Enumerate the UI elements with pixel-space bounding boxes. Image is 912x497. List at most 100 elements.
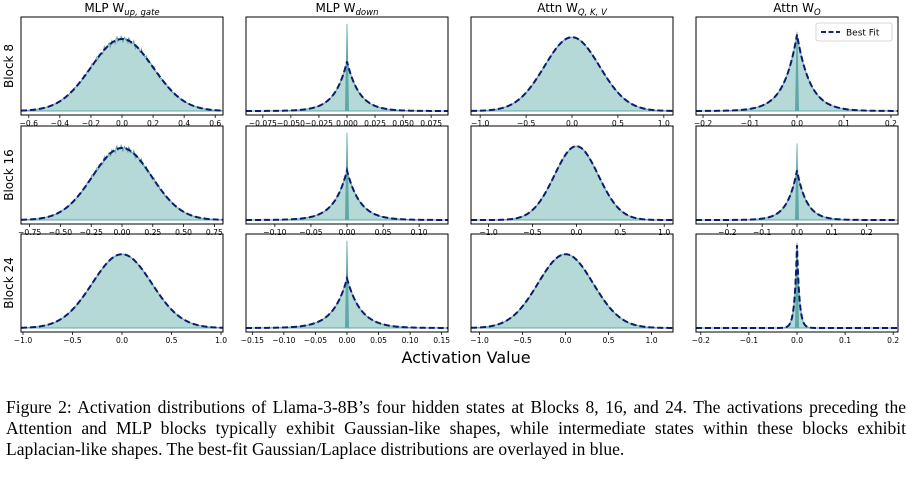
x-tick-label: −0.2 <box>718 228 737 237</box>
panel-frame <box>470 233 674 333</box>
x-tick-label: 0.75 <box>206 228 223 237</box>
x-tick-label: −0.075 <box>249 119 277 128</box>
best-fit-curve <box>246 274 448 329</box>
panel: −1.0 −0.5 0.0 0.5 1.0 <box>14 233 227 345</box>
column-title: MLP Wdown <box>316 1 379 18</box>
x-tick-label: 0.5 <box>602 336 614 345</box>
legend: Best Fit <box>815 22 893 42</box>
x-axis-label: Activation Value <box>401 348 530 367</box>
x-tick-label: 0.00 <box>114 228 131 237</box>
x-tick-label: −0.1 <box>753 228 772 237</box>
best-fit-curve <box>246 61 448 112</box>
x-tick-label: 0.1 <box>839 336 851 345</box>
x-tick-label: 0.025 <box>364 119 386 128</box>
row-label: Block 16 <box>2 149 16 201</box>
x-tick-label: −1.0 <box>479 228 498 237</box>
x-tick-label: 0.5 <box>612 119 624 128</box>
x-tick-label: −0.10 <box>263 228 286 237</box>
panel: −0.10 −0.05 0.00 0.05 0.10 <box>245 125 449 237</box>
histogram-peak <box>794 31 800 112</box>
x-tick-label: 0.0 <box>791 119 803 128</box>
x-tick-label: 0.10 <box>411 228 428 237</box>
column-title: MLP Wup, gate <box>84 1 159 18</box>
x-tick-label: −0.5 <box>523 228 542 237</box>
panel: −0.075 −0.050 −0.025 0.000 0.025 0.050 0.075 <box>245 16 449 128</box>
x-tick-label: 0.5 <box>614 228 626 237</box>
panel: −1.0 −0.5 0.0 0.5 1.0 <box>470 233 674 345</box>
x-tick-label: −0.15 <box>241 336 264 345</box>
best-fit-curve <box>21 146 223 221</box>
x-tick-label: −0.1 <box>741 119 760 128</box>
row-label: Block 8 <box>2 44 16 88</box>
x-tick-label: −0.050 <box>277 119 305 128</box>
histogram-peak <box>794 242 800 329</box>
x-tick-label: 0.5 <box>165 336 177 345</box>
x-tick-label: 1.0 <box>658 228 670 237</box>
x-tick-label: −0.05 <box>299 228 322 237</box>
x-tick-label: 0.0 <box>570 228 582 237</box>
x-tick-label: −0.10 <box>272 336 295 345</box>
x-tick-label: 0.2 <box>861 228 873 237</box>
histogram-area <box>21 143 223 221</box>
x-tick-label: −0.75 <box>18 228 41 237</box>
panel: −0.2 −0.1 0.0 0.1 0.2 <box>694 16 899 128</box>
x-tick-label: 0.00 <box>339 336 356 345</box>
x-tick-label: 1.0 <box>658 119 670 128</box>
x-tick-label: 0.50 <box>175 228 192 237</box>
figure-grid: MLP Wup, gate MLP Wdown Attn WQ, K, V Attn … <box>2 1 899 367</box>
x-tick-label: −0.2 <box>694 119 713 128</box>
histogram-area <box>471 253 673 329</box>
histogram-area <box>21 34 223 112</box>
x-tick-label: −0.2 <box>692 336 711 345</box>
best-fit-curve <box>696 245 898 329</box>
x-tick-label: 0.0 <box>116 336 128 345</box>
x-tick-label: −1.0 <box>14 336 33 345</box>
row-label: Block 24 <box>2 257 16 309</box>
best-fit-curve <box>471 145 673 221</box>
x-tick-label: 0.2 <box>147 119 159 128</box>
x-tick-label: 0.25 <box>144 228 161 237</box>
x-tick-label: 0.050 <box>392 119 414 128</box>
histogram-peak <box>794 143 800 221</box>
panel: −0.75 −0.50 −0.25 0.00 0.25 0.50 0.75 <box>18 125 224 237</box>
x-tick-label: 1.0 <box>215 336 227 345</box>
x-tick-label: 0.000 <box>336 119 358 128</box>
x-tick-label: −0.5 <box>63 336 82 345</box>
x-tick-label: −0.05 <box>304 336 327 345</box>
x-tick-label: −0.50 <box>49 228 72 237</box>
x-tick-label: 0.1 <box>826 228 838 237</box>
histogram-area <box>471 145 673 221</box>
x-tick-label: −0.2 <box>82 119 101 128</box>
x-tick-label: 0.0 <box>560 336 572 345</box>
best-fit-curve <box>696 34 898 112</box>
x-tick-label: −0.5 <box>517 119 536 128</box>
histogram-area <box>21 253 223 329</box>
x-tick-label: 0.1 <box>838 119 850 128</box>
best-fit-curve <box>696 170 898 221</box>
panel-frame <box>470 125 674 225</box>
x-tick-label: 0.05 <box>375 228 392 237</box>
x-tick-label: 0.00 <box>339 228 356 237</box>
panel: −1.0 −0.5 0.0 0.5 1.0 <box>470 16 674 128</box>
legend-box <box>815 22 893 42</box>
x-tick-label: −0.4 <box>51 119 70 128</box>
panel: −0.6 −0.4 −0.2 0.0 0.2 0.4 0.6 <box>20 16 224 128</box>
x-tick-label: 0.6 <box>209 119 221 128</box>
panel: −0.15 −0.10 −0.05 0.00 0.05 0.10 0.15 <box>241 233 450 345</box>
x-tick-label: −0.025 <box>305 119 333 128</box>
best-fit-curve <box>21 37 223 112</box>
x-tick-label: 0.05 <box>370 336 387 345</box>
legend-label: Best Fit <box>846 29 880 39</box>
best-fit-curve <box>21 253 223 329</box>
x-tick-label: −0.5 <box>513 336 532 345</box>
x-tick-label: 0.0 <box>116 119 128 128</box>
panel: −1.0 −0.5 0.0 0.5 1.0 <box>470 125 674 237</box>
x-tick-label: 0.075 <box>420 119 442 128</box>
x-tick-label: 0.0 <box>566 119 578 128</box>
column-title: Attn WQ, K, V <box>537 1 608 18</box>
panel: −0.2 −0.1 0.0 0.1 0.2 <box>695 125 899 237</box>
x-tick-label: 0.0 <box>791 228 803 237</box>
x-tick-label: −0.25 <box>80 228 103 237</box>
panel: −0.2 −0.1 0.0 0.1 0.2 <box>692 233 899 345</box>
x-tick-label: −1.0 <box>471 119 490 128</box>
